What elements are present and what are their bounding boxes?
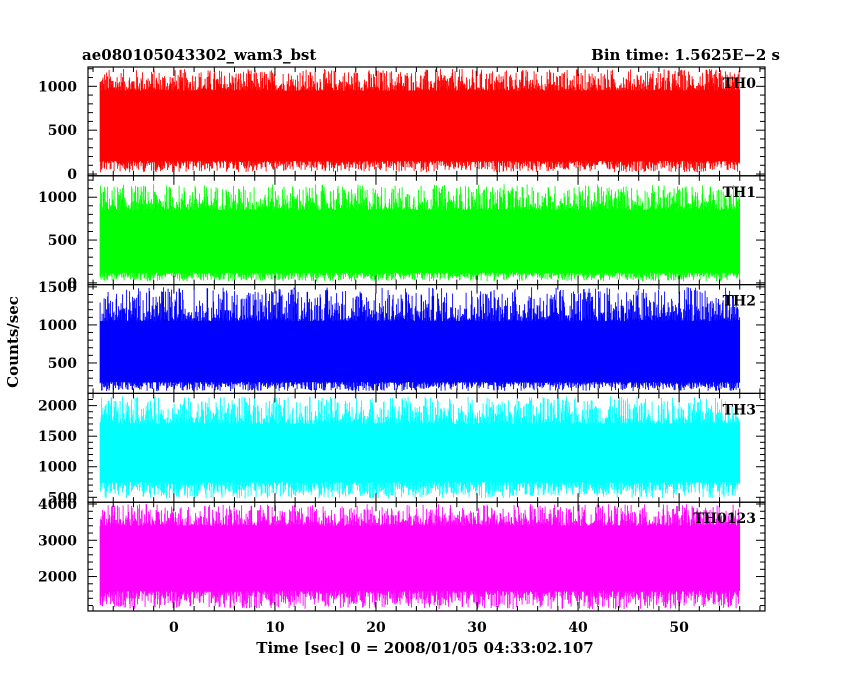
channel-label-th0123: TH0123: [693, 511, 756, 527]
panel-th0123: 2000 3000 4000 TH0123: [38, 497, 766, 612]
y-tick-label: 1000: [38, 190, 77, 206]
series-th0123-core: [100, 537, 740, 583]
x-tick-label: 20: [366, 620, 386, 636]
channel-label-th2: TH2: [723, 294, 756, 310]
x-tick-label: 10: [265, 620, 285, 636]
y-tick-label: 500: [48, 490, 77, 506]
observation-id-title: ae080105043302_wam3_bst: [82, 46, 316, 64]
y-tick-label: 1000: [38, 460, 77, 476]
y-tick-label: 2000: [38, 399, 77, 415]
y-tick-label: 1500: [38, 429, 77, 445]
series-th0-core: [100, 103, 740, 159]
y-tick-label: 500: [48, 233, 77, 249]
x-tick-label: 40: [568, 620, 588, 636]
panel-th3: 500 1000 1500 2000 TH3: [38, 392, 766, 506]
panel-th2: 500 1000 1500 TH2: [38, 280, 766, 395]
channel-label-th1: TH1: [723, 185, 756, 201]
y-tick-label: 1000: [38, 79, 77, 95]
series-th1-core: [100, 221, 740, 272]
series-th2-core: [100, 332, 740, 380]
y-tick-label: 500: [48, 356, 77, 372]
y-tick-label: 4000: [38, 497, 77, 513]
y-tick-label: 1000: [38, 318, 77, 334]
y-tick-label: 500: [48, 123, 77, 139]
y-axis-title: Counts/sec: [4, 296, 22, 388]
channel-label-th0: TH0: [723, 76, 757, 92]
y-tick-label: 2000: [38, 570, 77, 586]
y-tick-label: 3000: [38, 533, 77, 549]
x-tick-label: 0: [169, 620, 179, 636]
channel-label-th3: TH3: [723, 402, 756, 418]
panel-th0: 0 500 1000 TH0: [38, 66, 766, 183]
x-axis-title: Time [sec] 0 = 2008/01/05 04:33:02.107: [256, 639, 593, 657]
y-tick-label: 0: [67, 276, 77, 292]
bin-time-label: Bin time: 1.5625E−2 s: [591, 46, 780, 64]
series-th3-core: [100, 434, 740, 476]
panel-th1: 0 500 1000 TH1: [38, 175, 766, 292]
panel-frame: [87, 501, 766, 612]
x-tick-label: 50: [669, 620, 689, 636]
x-tick-label: 30: [467, 620, 487, 636]
y-tick-label: 1500: [38, 280, 77, 296]
y-tick-label: 0: [67, 167, 77, 183]
